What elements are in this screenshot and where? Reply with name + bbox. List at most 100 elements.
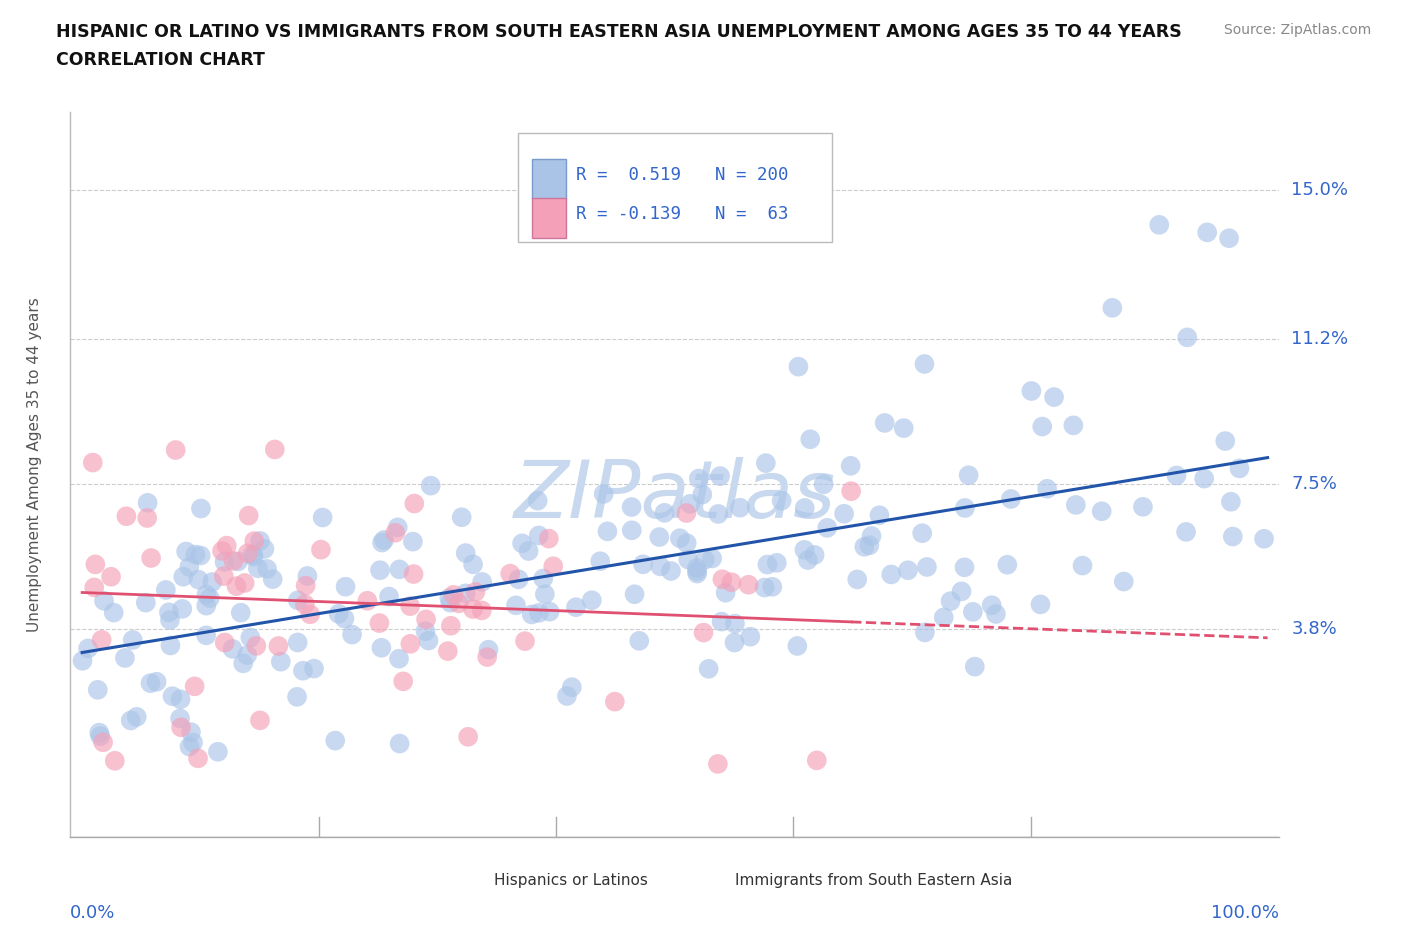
Point bbox=[623, 587, 645, 602]
Point bbox=[963, 659, 986, 674]
Text: N =  63: N = 63 bbox=[714, 205, 789, 223]
Point bbox=[297, 568, 319, 583]
Point bbox=[457, 729, 479, 744]
Point bbox=[114, 651, 136, 666]
Point bbox=[914, 625, 936, 640]
Point bbox=[285, 689, 308, 704]
Point bbox=[1222, 529, 1244, 544]
Point bbox=[534, 587, 557, 602]
Point bbox=[125, 710, 148, 724]
Text: Unemployment Among Ages 35 to 44 years: Unemployment Among Ages 35 to 44 years bbox=[27, 297, 42, 631]
Point bbox=[159, 638, 181, 653]
Point bbox=[1175, 525, 1198, 539]
Point bbox=[761, 579, 783, 594]
Point bbox=[893, 420, 915, 435]
Point bbox=[172, 602, 194, 617]
Point bbox=[858, 538, 880, 552]
Point bbox=[249, 534, 271, 549]
Point bbox=[897, 563, 920, 578]
Point bbox=[1036, 482, 1059, 497]
Point bbox=[370, 641, 392, 656]
FancyBboxPatch shape bbox=[699, 870, 730, 894]
Point bbox=[195, 587, 218, 602]
Point bbox=[270, 654, 292, 669]
Point bbox=[1071, 558, 1094, 573]
Text: 7.5%: 7.5% bbox=[1291, 475, 1337, 493]
Point bbox=[378, 589, 401, 604]
Point bbox=[201, 575, 224, 590]
Point bbox=[323, 733, 346, 748]
Point bbox=[815, 521, 838, 536]
Point bbox=[388, 562, 411, 577]
Point bbox=[287, 635, 309, 650]
Point bbox=[950, 584, 973, 599]
Point bbox=[860, 528, 883, 543]
Point bbox=[373, 533, 395, 548]
Point bbox=[214, 554, 236, 569]
Point bbox=[256, 562, 278, 577]
Point bbox=[477, 643, 499, 658]
Point bbox=[294, 578, 316, 593]
Point bbox=[555, 688, 578, 703]
Point bbox=[581, 592, 603, 607]
Point bbox=[187, 572, 209, 587]
Point bbox=[711, 572, 734, 587]
Text: 3.8%: 3.8% bbox=[1291, 620, 1337, 638]
Point bbox=[527, 528, 550, 543]
Point bbox=[980, 598, 1002, 613]
Point bbox=[740, 630, 762, 644]
Text: R =  0.519: R = 0.519 bbox=[575, 166, 681, 184]
Point bbox=[592, 486, 614, 501]
Point bbox=[89, 725, 111, 740]
Text: 15.0%: 15.0% bbox=[1291, 181, 1348, 199]
Point bbox=[1253, 531, 1275, 546]
Point bbox=[90, 632, 112, 647]
Text: N = 200: N = 200 bbox=[714, 166, 789, 184]
FancyBboxPatch shape bbox=[533, 198, 567, 238]
Point bbox=[404, 496, 426, 511]
Text: HISPANIC OR LATINO VS IMMIGRANTS FROM SOUTH EASTERN ASIA UNEMPLOYMENT AMONG AGES: HISPANIC OR LATINO VS IMMIGRANTS FROM SO… bbox=[56, 23, 1182, 41]
Point bbox=[169, 692, 191, 707]
Point bbox=[155, 582, 177, 597]
Point bbox=[139, 676, 162, 691]
Point bbox=[294, 597, 316, 612]
Point bbox=[236, 647, 259, 662]
Text: ZIPatlas: ZIPatlas bbox=[513, 457, 837, 535]
Point bbox=[440, 618, 463, 633]
Point bbox=[103, 605, 125, 620]
Point bbox=[450, 510, 472, 525]
Point bbox=[77, 641, 100, 656]
Point bbox=[180, 724, 202, 739]
Point bbox=[195, 598, 218, 613]
Point bbox=[787, 359, 810, 374]
Text: 100.0%: 100.0% bbox=[1212, 904, 1279, 922]
Point bbox=[914, 356, 936, 371]
Point bbox=[770, 493, 793, 508]
Point bbox=[939, 593, 962, 608]
Point bbox=[211, 543, 233, 558]
Point bbox=[1147, 218, 1170, 232]
Point bbox=[1192, 472, 1215, 486]
Point bbox=[868, 508, 890, 523]
Point bbox=[505, 598, 527, 613]
Point bbox=[806, 753, 828, 768]
Point bbox=[678, 552, 700, 567]
Point bbox=[443, 588, 465, 603]
Point bbox=[688, 472, 710, 486]
Point bbox=[911, 525, 934, 540]
Point bbox=[215, 538, 238, 553]
Point bbox=[541, 559, 564, 574]
Point bbox=[723, 635, 745, 650]
Point bbox=[1229, 461, 1251, 476]
Point bbox=[675, 506, 697, 521]
Point bbox=[686, 564, 709, 578]
Point bbox=[464, 584, 486, 599]
Point bbox=[1166, 468, 1188, 483]
Point bbox=[813, 477, 835, 492]
Point bbox=[589, 553, 612, 568]
Point bbox=[328, 606, 350, 621]
Point bbox=[650, 559, 672, 574]
Text: Hispanics or Latinos: Hispanics or Latinos bbox=[494, 873, 647, 888]
Point bbox=[371, 535, 394, 550]
Point bbox=[263, 442, 285, 457]
